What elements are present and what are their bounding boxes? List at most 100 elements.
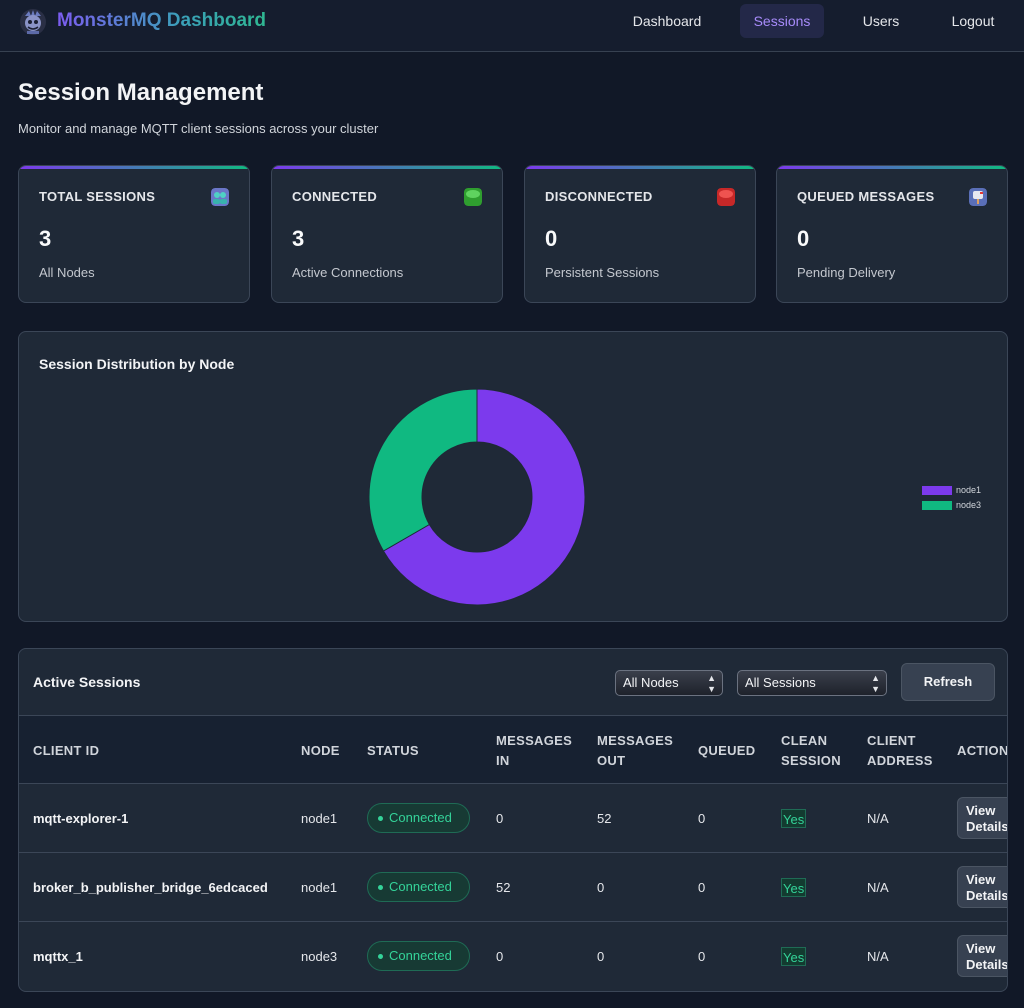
stat-card-queued-messages: QUEUED MESSAGES 0 Pending Delivery xyxy=(776,165,1008,303)
table-header: CLIENT ID NODE STATUS MESSAGES IN MESSAG… xyxy=(19,715,1008,784)
stat-card-disconnected: DISCONNECTED 0 Persistent Sessions xyxy=(524,165,756,303)
brand-title[interactable]: MonsterMQ Dashboard xyxy=(57,10,267,31)
col-status[interactable]: STATUS xyxy=(367,743,419,758)
refresh-button[interactable]: Refresh xyxy=(901,663,995,701)
col-messages-out[interactable]: MESSAGES OUT xyxy=(597,731,673,771)
node: node1 xyxy=(301,811,338,826)
stat-description: Pending Delivery xyxy=(797,265,896,280)
col-queued[interactable]: QUEUED xyxy=(698,743,756,758)
col-messages-in-line1: MESSAGES xyxy=(496,733,573,748)
client-id: mqtt-explorer-1 xyxy=(33,811,129,826)
messages-in: 0 xyxy=(496,811,504,826)
col-client-address[interactable]: CLIENT ADDRESS xyxy=(867,731,933,771)
col-clean-session-line1: CLEAN xyxy=(781,733,828,748)
stat-value: 0 xyxy=(797,226,810,251)
legend-swatch xyxy=(922,486,952,495)
col-actions[interactable]: ACTIONS xyxy=(957,743,1008,758)
table-row[interactable]: broker_b_publisher_bridge_6edcaced node1… xyxy=(19,853,1008,922)
view-details-line2: Details xyxy=(966,957,1008,972)
monster-logo-icon[interactable] xyxy=(18,7,48,37)
node-filter-select[interactable]: All Nodes ▲ ▼ xyxy=(615,670,723,696)
stat-description: Persistent Sessions xyxy=(545,265,660,280)
client-id: broker_b_publisher_bridge_6edcaced xyxy=(33,880,268,895)
clean-session-badge: Yes xyxy=(781,878,807,897)
view-details-line1: View xyxy=(966,803,996,818)
messages-out: 52 xyxy=(597,811,612,826)
stat-description: Active Connections xyxy=(292,265,404,280)
top-navbar: MonsterMQ Dashboard Dashboard Sessions U… xyxy=(0,0,1024,52)
col-client-address-line2: ADDRESS xyxy=(867,753,933,768)
col-messages-in-line2: IN xyxy=(496,753,510,768)
select-arrows-icon: ▲ ▼ xyxy=(871,673,880,694)
view-details-button[interactable]: View Details xyxy=(957,866,1008,908)
col-clean-session[interactable]: CLEAN SESSION xyxy=(781,731,841,771)
stat-label: CONNECTED xyxy=(292,189,378,204)
stat-card-connected: CONNECTED 3 Active Connections xyxy=(271,165,503,303)
node-filter-value: All Nodes xyxy=(623,675,679,690)
nav-sessions[interactable]: Sessions xyxy=(740,4,824,38)
col-client-address-line1: CLIENT xyxy=(867,733,916,748)
page-subtitle: Monitor and manage MQTT client sessions … xyxy=(18,121,379,136)
node: node1 xyxy=(301,880,338,895)
stat-label: QUEUED MESSAGES xyxy=(797,189,935,204)
stat-value: 3 xyxy=(292,226,305,251)
status-badge: Connected xyxy=(367,803,470,833)
status-text: Connected xyxy=(389,948,452,963)
sessions-title: Active Sessions xyxy=(33,674,141,690)
status-badge: Connected xyxy=(367,872,470,902)
node: node3 xyxy=(301,949,338,964)
legend-swatch xyxy=(922,501,952,510)
stat-description: All Nodes xyxy=(39,265,95,280)
page-title: Session Management xyxy=(18,79,264,106)
messages-out: 0 xyxy=(597,880,605,895)
chart-title: Session Distribution by Node xyxy=(39,356,235,372)
select-arrows-icon: ▲ ▼ xyxy=(707,673,716,694)
stat-value: 3 xyxy=(39,226,52,251)
nav-logout[interactable]: Logout xyxy=(951,13,995,29)
legend-label: node3 xyxy=(956,500,982,510)
nav-dashboard[interactable]: Dashboard xyxy=(632,13,702,29)
client-address: N/A xyxy=(867,880,889,895)
donut-slice-node3[interactable] xyxy=(368,388,478,552)
stat-value: 0 xyxy=(545,226,558,251)
donut-slice-node1[interactable] xyxy=(382,388,586,606)
view-details-button[interactable]: View Details xyxy=(957,935,1008,977)
col-client-id[interactable]: CLIENT ID xyxy=(33,743,100,758)
session-distribution-panel: Session Distribution by Node node1 node3 xyxy=(18,331,1008,622)
messages-in: 0 xyxy=(496,949,504,964)
status-text: Connected xyxy=(389,810,452,825)
legend-label: node1 xyxy=(956,485,982,495)
active-sessions-panel: Active Sessions All Nodes ▲ ▼ All Session… xyxy=(18,648,1008,992)
nav-users[interactable]: Users xyxy=(862,13,900,29)
queued: 0 xyxy=(698,949,706,964)
users-icon xyxy=(211,188,229,206)
view-details-line2: Details xyxy=(966,888,1008,903)
col-messages-out-line2: OUT xyxy=(597,753,626,768)
col-node[interactable]: NODE xyxy=(301,743,340,758)
session-filter-value: All Sessions xyxy=(745,675,816,690)
status-text: Connected xyxy=(389,879,452,894)
table-row[interactable]: mqtt-explorer-1 node1 Connected 0 52 0 Y… xyxy=(19,784,1007,853)
table-row[interactable]: mqttx_1 node3 Connected 0 0 0 Yes N/A Vi… xyxy=(19,922,1008,991)
client-address: N/A xyxy=(867,811,889,826)
view-details-button[interactable]: View Details xyxy=(957,797,1007,839)
red-circle-icon xyxy=(717,188,735,206)
queued: 0 xyxy=(698,811,706,826)
status-badge: Connected xyxy=(367,941,470,971)
view-details-line1: View xyxy=(966,941,996,956)
donut-chart[interactable] xyxy=(19,332,1007,621)
messages-out: 0 xyxy=(597,949,605,964)
status-dot-icon xyxy=(378,816,383,821)
view-details-line1: View xyxy=(966,872,996,887)
session-filter-select[interactable]: All Sessions ▲ ▼ xyxy=(737,670,887,696)
stat-label: TOTAL SESSIONS xyxy=(39,189,156,204)
clean-session-badge: Yes xyxy=(781,809,807,828)
stat-card-total-sessions: TOTAL SESSIONS 3 All Nodes xyxy=(18,165,250,303)
col-messages-out-line1: MESSAGES xyxy=(597,733,674,748)
stat-label: DISCONNECTED xyxy=(545,189,653,204)
queued: 0 xyxy=(698,880,706,895)
col-messages-in[interactable]: MESSAGES IN xyxy=(496,731,572,771)
green-circle-icon xyxy=(464,188,482,206)
messages-in: 52 xyxy=(496,880,511,895)
mailbox-icon xyxy=(969,188,987,206)
